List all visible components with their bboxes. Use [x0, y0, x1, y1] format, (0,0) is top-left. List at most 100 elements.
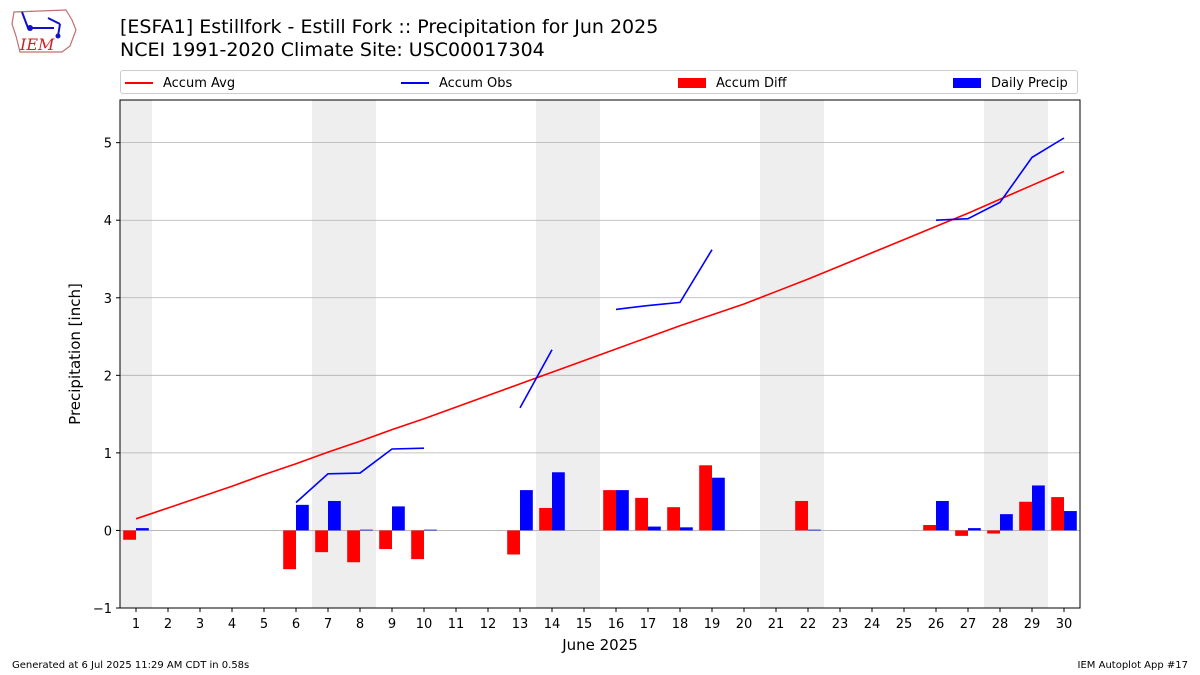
weekend-band [760, 100, 824, 608]
daily-precip-bar [648, 526, 661, 531]
x-tick-label: 10 [416, 617, 433, 632]
legend-label-accum-diff: Accum Diff [716, 75, 787, 91]
daily-precip-bar [328, 500, 341, 531]
gridlines-group [120, 142, 1080, 531]
daily-precip-bar [360, 529, 373, 531]
x-tick-label: 23 [832, 617, 849, 632]
accum-diff-bar [923, 525, 936, 531]
daily-precip-bar [712, 477, 725, 531]
x-tick-label: 7 [324, 617, 332, 632]
daily-precip-bar [1000, 514, 1013, 531]
accum-obs-line [295, 447, 425, 504]
legend-label-accum-avg: Accum Avg [163, 75, 236, 91]
accum-diff-bar [411, 530, 424, 560]
chart-legend: Accum Avg Accum Obs Accum Diff Daily Pre… [120, 70, 1078, 94]
accum-diff-bar [987, 530, 1000, 534]
footer-app-text: IEM Autoplot App #17 [1077, 660, 1188, 671]
daily-precip-bar [392, 506, 405, 531]
weekend-band [120, 100, 152, 608]
y-axis-label: Precipitation [inch] [66, 283, 84, 425]
legend-item-accum-obs: Accum Obs [401, 74, 512, 92]
daily-precip-bar [1032, 485, 1045, 531]
bars-group [123, 465, 1077, 570]
accum-diff-bar [955, 530, 968, 536]
y-tick-label: −1 [93, 602, 112, 617]
x-tick-label: 4 [228, 617, 236, 632]
y-tick-label: 3 [104, 292, 112, 307]
accum-diff-bar [507, 530, 520, 555]
x-tick-label: 1 [132, 617, 140, 632]
daily-precip-bar [520, 490, 533, 531]
accum-diff-bar [795, 500, 808, 531]
x-tick-label: 24 [864, 617, 881, 632]
x-tick-label: 12 [480, 617, 497, 632]
daily-precip-bar [808, 529, 821, 531]
x-tick-label: 20 [736, 617, 753, 632]
legend-swatch-accum-avg [125, 82, 153, 84]
weekend-band [312, 100, 376, 608]
daily-precip-bar [136, 528, 149, 531]
x-tick-label: 19 [704, 617, 721, 632]
daily-precip-bar [552, 472, 565, 531]
legend-item-daily-precip: Daily Precip [953, 74, 1068, 92]
legend-label-accum-obs: Accum Obs [439, 75, 513, 91]
footer-generated-text: Generated at 6 Jul 2025 11:29 AM CDT in … [12, 660, 250, 671]
x-tick-label: 5 [260, 617, 268, 632]
x-tick-label: 16 [608, 617, 625, 632]
accum-diff-bar [1051, 497, 1064, 531]
legend-item-accum-avg: Accum Avg [125, 74, 235, 92]
y-tick-label: 1 [104, 447, 112, 462]
daily-precip-bar [680, 527, 693, 531]
legend-item-accum-diff: Accum Diff [678, 74, 787, 92]
x-tick-label: 15 [576, 617, 593, 632]
lines-group [135, 137, 1065, 520]
x-tick-label: 3 [196, 617, 204, 632]
legend-label-daily-precip: Daily Precip [991, 75, 1068, 91]
x-tick-label: 30 [1056, 617, 1073, 632]
daily-precip-bar [616, 490, 629, 531]
accum-diff-bar [699, 465, 712, 531]
y-tick-label: 5 [104, 137, 112, 152]
x-tick-label: 17 [640, 617, 657, 632]
legend-swatch-accum-obs [401, 82, 429, 84]
x-tick-label: 2 [164, 617, 172, 632]
chart-title-line1: [ESFA1] Estillfork - Estill Fork :: Prec… [120, 16, 659, 38]
iem-logo-text: IEM [19, 35, 55, 54]
accum-diff-bar [539, 507, 552, 531]
x-tick-label: 28 [992, 617, 1009, 632]
accum-diff-bar [315, 530, 328, 553]
y-tick-label: 0 [104, 524, 112, 539]
daily-precip-bar [1064, 511, 1077, 531]
x-tick-label: 8 [356, 617, 364, 632]
accum-diff-bar [123, 530, 136, 540]
daily-precip-bar [968, 528, 981, 531]
accum-diff-bar [603, 490, 616, 531]
x-tick-label: 26 [928, 617, 945, 632]
x-tick-label: 21 [768, 617, 785, 632]
accum-obs-line [935, 137, 1065, 222]
accum-diff-bar [1019, 501, 1032, 531]
legend-swatch-accum-diff [678, 78, 706, 88]
accum-avg-line [135, 170, 1065, 520]
accum-diff-bar [283, 530, 296, 570]
daily-precip-bar [296, 504, 309, 531]
accum-diff-bar [347, 530, 360, 563]
legend-swatch-daily-precip [953, 78, 981, 88]
y-tick-label: 2 [104, 369, 112, 384]
x-tick-label: 9 [388, 617, 396, 632]
daily-precip-bar [424, 529, 437, 531]
y-tick-label: 4 [104, 214, 112, 229]
x-tick-label: 6 [292, 617, 300, 632]
weekend-band [984, 100, 1048, 608]
x-axis-label: June 2025 [561, 636, 638, 654]
x-tick-label: 11 [448, 617, 465, 632]
x-tick-label: 13 [512, 617, 529, 632]
plot-frame [119, 99, 1081, 609]
weekend-band [536, 100, 600, 608]
x-tick-label: 29 [1024, 617, 1041, 632]
accum-diff-bar [379, 530, 392, 550]
accum-diff-bar [635, 497, 648, 531]
x-tick-label: 27 [960, 617, 977, 632]
x-tick-label: 25 [896, 617, 913, 632]
